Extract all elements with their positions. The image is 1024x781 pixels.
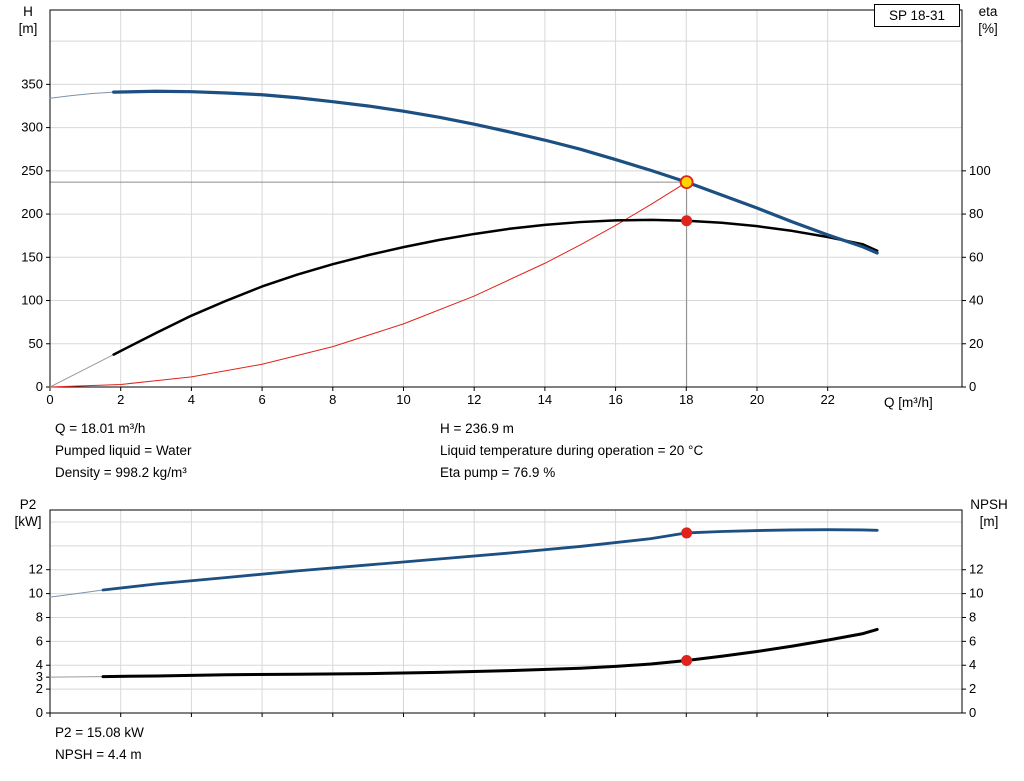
hq-x-tick-label: 4 bbox=[188, 392, 195, 407]
p2-curve bbox=[101, 528, 879, 592]
eta-axis-symbol: eta bbox=[978, 4, 998, 19]
pn-y-left-tick-label: 2 bbox=[36, 681, 43, 696]
pn-y-right-tick-label: 0 bbox=[969, 705, 976, 720]
duty-point bbox=[679, 175, 694, 190]
npsh-axis-label: NPSH [m] bbox=[960, 496, 1018, 530]
hq-x-tick-label: 16 bbox=[608, 392, 622, 407]
hq-y-right-tick-label: 80 bbox=[969, 206, 983, 221]
hq-axis-ticks: 0 2 4 6 8 10 12 14 16 18 20 22050100150200250300350… bbox=[21, 76, 990, 407]
operating-point-h: H = 236.9 m bbox=[440, 421, 514, 436]
operating-point-p2: P2 = 15.08 kW bbox=[55, 725, 144, 740]
head-curve bbox=[112, 89, 879, 255]
eta-curve bbox=[112, 218, 879, 356]
operating-point-right-column: H = 236.9 m Liquid temperature during op… bbox=[440, 418, 703, 484]
hq-y-left-tick-label: 0 bbox=[36, 379, 43, 394]
operating-point-density: Density = 998.2 kg/m³ bbox=[55, 465, 187, 480]
pn-y-left-tick-label: 4 bbox=[36, 657, 43, 672]
hq-x-tick-label: 8 bbox=[329, 392, 336, 407]
h-axis-unit: [m] bbox=[18, 21, 38, 36]
hq-y-left-tick-label: 150 bbox=[21, 249, 43, 264]
hq-y-right-tick-label: 0 bbox=[969, 379, 976, 394]
hq-plot-border bbox=[49, 9, 963, 388]
hq-y-left-tick-label: 250 bbox=[21, 163, 43, 178]
q-axis-label: Q [m³/h] bbox=[884, 395, 933, 410]
hq-y-left-tick-label: 350 bbox=[21, 76, 43, 91]
pn-y-left-tick-label: 3 bbox=[36, 669, 43, 684]
pn-y-right-tick-label: 8 bbox=[969, 609, 976, 624]
hq-chart: 0 2 4 6 8 10 12 14 16 18 20 22050100150200250300350… bbox=[21, 9, 991, 407]
hq-x-tick-label: 0 bbox=[46, 392, 53, 407]
hq-y-right-tick-label: 40 bbox=[969, 293, 983, 308]
hq-x-tick-label: 18 bbox=[679, 392, 693, 407]
pn-y-right-tick-label: 10 bbox=[969, 586, 983, 601]
pn-plot-border bbox=[49, 509, 963, 714]
pn-y-right-tick-label: 6 bbox=[969, 633, 976, 648]
hq-y-right-tick-label: 60 bbox=[969, 249, 983, 264]
npsh-axis-symbol: NPSH bbox=[970, 497, 1008, 512]
system-curve bbox=[49, 181, 688, 388]
head-curve-thin bbox=[49, 91, 115, 99]
hq-x-tick-label: 2 bbox=[117, 392, 124, 407]
hq-y-right-tick-label: 100 bbox=[969, 163, 991, 178]
pn-y-right-tick-label: 4 bbox=[969, 657, 976, 672]
p2-axis-unit: [kW] bbox=[14, 514, 42, 529]
pn-y-left-tick-label: 6 bbox=[36, 633, 43, 648]
pump-model-label: SP 18-31 bbox=[888, 8, 946, 23]
hq-y-left-tick-label: 300 bbox=[21, 120, 43, 135]
bottom-values-block: P2 = 15.08 kW NPSH = 4.4 m bbox=[55, 722, 144, 766]
operating-point-q: Q = 18.01 m³/h bbox=[55, 421, 146, 436]
hq-x-tick-label: 10 bbox=[396, 392, 410, 407]
hq-x-tick-label: 6 bbox=[258, 392, 265, 407]
eta-axis-label: eta [%] bbox=[966, 3, 1010, 37]
hq-x-tick-label: 14 bbox=[538, 392, 552, 407]
npsh-point bbox=[681, 654, 693, 666]
eta-axis-unit: [%] bbox=[978, 21, 998, 36]
p2-axis-label: P2 [kW] bbox=[8, 496, 48, 530]
p2-axis-symbol: P2 bbox=[19, 497, 37, 512]
pump-model-badge: SP 18-31 bbox=[874, 4, 960, 27]
h-axis-symbol: H bbox=[23, 4, 33, 19]
operating-point-eta: Eta pump = 76.9 % bbox=[440, 465, 556, 480]
operating-point-temperature: Liquid temperature during operation = 20… bbox=[440, 443, 704, 458]
pn-y-left-tick-label: 10 bbox=[29, 586, 43, 601]
hq-grid bbox=[50, 10, 962, 387]
hq-x-tick-label: 12 bbox=[467, 392, 481, 407]
pn-y-right-tick-label: 12 bbox=[969, 562, 983, 577]
hq-x-tick-label: 22 bbox=[820, 392, 834, 407]
operating-point-left-column: Q = 18.01 m³/h Pumped liquid = Water Den… bbox=[55, 418, 191, 484]
operating-point-npsh: NPSH = 4.4 m bbox=[55, 747, 142, 762]
hq-y-left-tick-label: 100 bbox=[21, 293, 43, 308]
hq-y-right-tick-label: 20 bbox=[969, 336, 983, 351]
p2-curve-thin bbox=[49, 589, 104, 598]
operating-point-liquid: Pumped liquid = Water bbox=[55, 443, 192, 458]
npsh-axis-unit: [m] bbox=[979, 514, 999, 529]
hq-y-left-tick-label: 200 bbox=[21, 206, 43, 221]
npsh-curve-thin bbox=[49, 676, 104, 678]
h-axis-label: H [m] bbox=[8, 3, 48, 37]
npsh-curve bbox=[101, 627, 879, 679]
p2-point bbox=[681, 527, 693, 539]
pn-y-left-tick-label: 0 bbox=[36, 705, 43, 720]
pn-y-left-tick-label: 8 bbox=[36, 609, 43, 624]
pn-grid bbox=[50, 510, 962, 713]
pn-y-right-tick-label: 2 bbox=[969, 681, 976, 696]
hq-y-left-tick-label: 50 bbox=[29, 336, 43, 351]
eta-curve-thin bbox=[49, 354, 115, 388]
eta-point bbox=[681, 215, 693, 227]
pn-y-left-tick-label: 12 bbox=[29, 562, 43, 577]
hq-x-tick-label: 20 bbox=[750, 392, 764, 407]
